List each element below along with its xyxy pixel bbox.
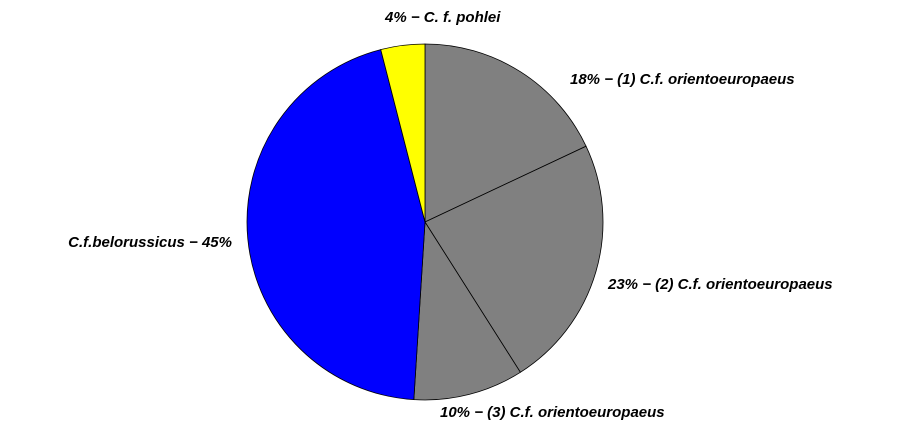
- pie-slice: [424, 43, 587, 223]
- slice-label: 23% − (2) C.f. orientoeuropaeus: [607, 276, 833, 293]
- slice-label: 10% − (3) C.f. orientoeuropaeus: [440, 404, 665, 421]
- pie-slice: [380, 43, 426, 223]
- pie-slice: [424, 145, 604, 373]
- slice-label: 18% − (1) C.f. orientoeuropaeus: [570, 71, 795, 88]
- pie-slice: [246, 49, 426, 401]
- slice-label: C.f.belorussicus − 45%: [68, 234, 232, 251]
- pie-slice: [413, 220, 521, 401]
- slice-label: 4% − C. f. pohlei: [384, 9, 501, 26]
